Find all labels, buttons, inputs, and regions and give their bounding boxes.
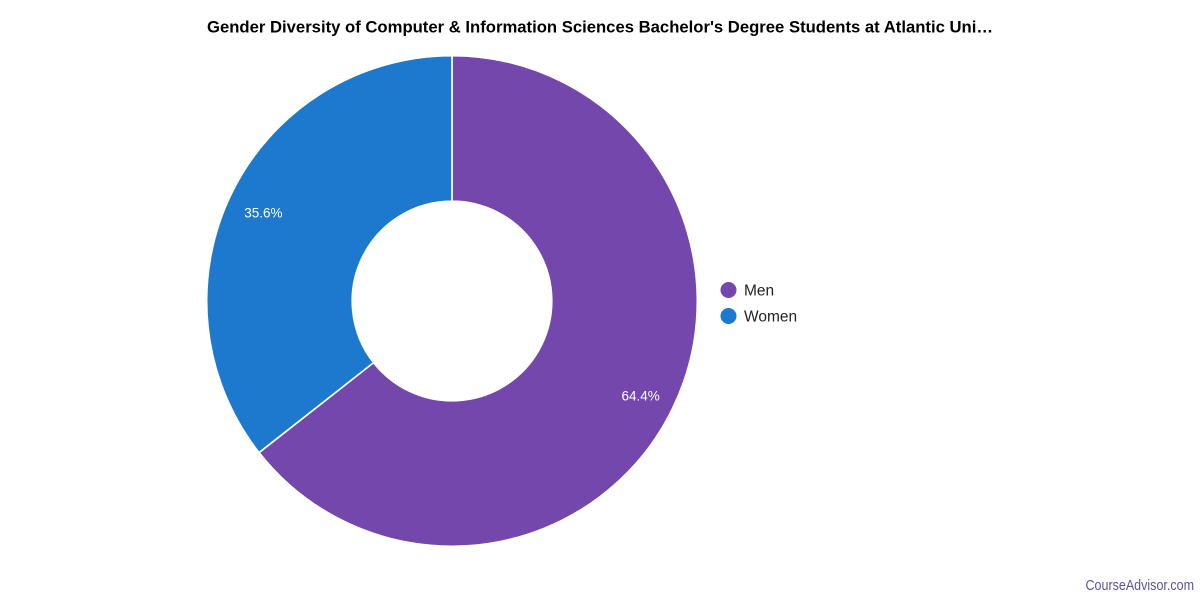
svg-text:Men: Men [744, 283, 774, 300]
svg-text:35.6%: 35.6% [244, 206, 282, 221]
svg-text:Gender Diversity of Computer &: Gender Diversity of Computer & Informati… [207, 18, 993, 36]
svg-text:Women: Women [744, 309, 797, 326]
svg-text:64.4%: 64.4% [621, 388, 659, 403]
svg-text:CourseAdvisor.com: CourseAdvisor.com [1086, 578, 1195, 594]
